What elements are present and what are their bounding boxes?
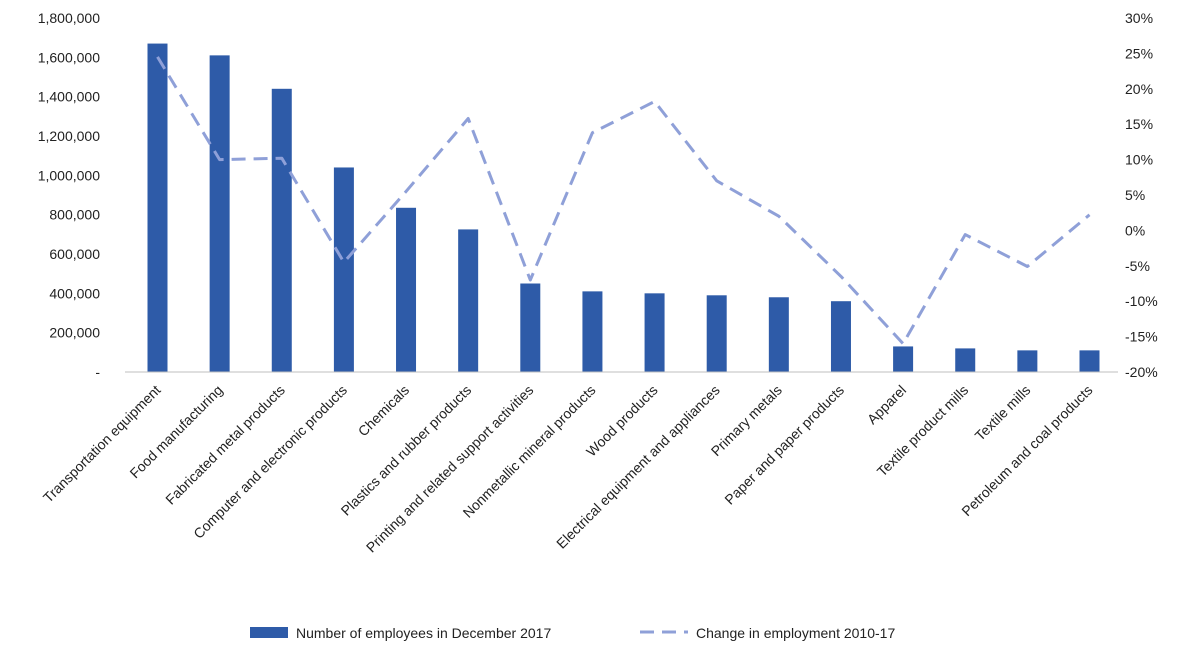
bar [644,293,665,372]
category-label: Textile mills [972,382,1034,444]
bar [830,301,851,372]
category-label: Paper and paper products [721,382,847,508]
legend-bar-swatch [250,627,288,638]
left-tick-label: 1,600,000 [38,49,100,65]
bar [209,55,230,372]
left-axis-ticks: - 200,000 400,000 600,000 800,000 1,000,000 1,… [38,10,101,380]
category-label: Transportation equipment [40,382,164,506]
right-tick-label: 5% [1125,187,1145,203]
right-tick-label: 0% [1125,222,1145,238]
left-tick-label: 200,000 [49,325,100,341]
right-tick-label: 10% [1125,152,1153,168]
legend-line-label: Change in employment 2010-17 [696,625,895,641]
bar [520,283,541,372]
category-label: Fabricated metal products [162,382,288,508]
right-axis-ticks: -20% -15% -10% -5% 0% 5% 10% 15% 20% 25% 30% [1125,10,1158,380]
right-tick-label: 30% [1125,10,1153,26]
bar [396,207,417,372]
bar-series [147,43,1100,373]
category-label: Petroleum and coal products [958,382,1095,519]
left-tick-label: 1,400,000 [38,89,100,105]
left-tick-label: 400,000 [49,285,100,301]
bar [582,291,603,372]
right-tick-label: -5% [1125,258,1150,274]
bar [955,348,976,372]
category-label: Plastics and rubber products [338,382,475,519]
line-series-change [156,56,1091,346]
right-tick-label: 20% [1125,81,1153,97]
bar [1079,350,1100,372]
right-tick-label: -15% [1125,329,1158,345]
left-tick-label: 600,000 [49,246,100,262]
bar [271,88,292,373]
category-label: Chemicals [355,382,413,440]
bar [147,43,168,373]
legend-bar-label: Number of employees in December 2017 [296,625,551,641]
left-tick-label: 800,000 [49,207,100,223]
bar [893,346,914,372]
left-tick-label: 1,800,000 [38,10,100,26]
legend: Number of employees in December 2017 Cha… [250,625,895,641]
bar [333,167,354,372]
left-tick-label: 1,200,000 [38,128,100,144]
category-label: Nonmetallic mineral products [460,382,599,521]
bar [706,295,727,372]
bar [768,297,789,372]
category-label: Apparel [864,382,909,427]
right-tick-label: -10% [1125,293,1158,309]
left-tick-label: - [95,364,100,380]
bar [1017,350,1038,372]
bar [458,229,479,372]
right-tick-label: 25% [1125,45,1153,61]
left-tick-label: 1,000,000 [38,167,100,183]
right-tick-label: 15% [1125,116,1153,132]
right-tick-label: -20% [1125,364,1158,380]
